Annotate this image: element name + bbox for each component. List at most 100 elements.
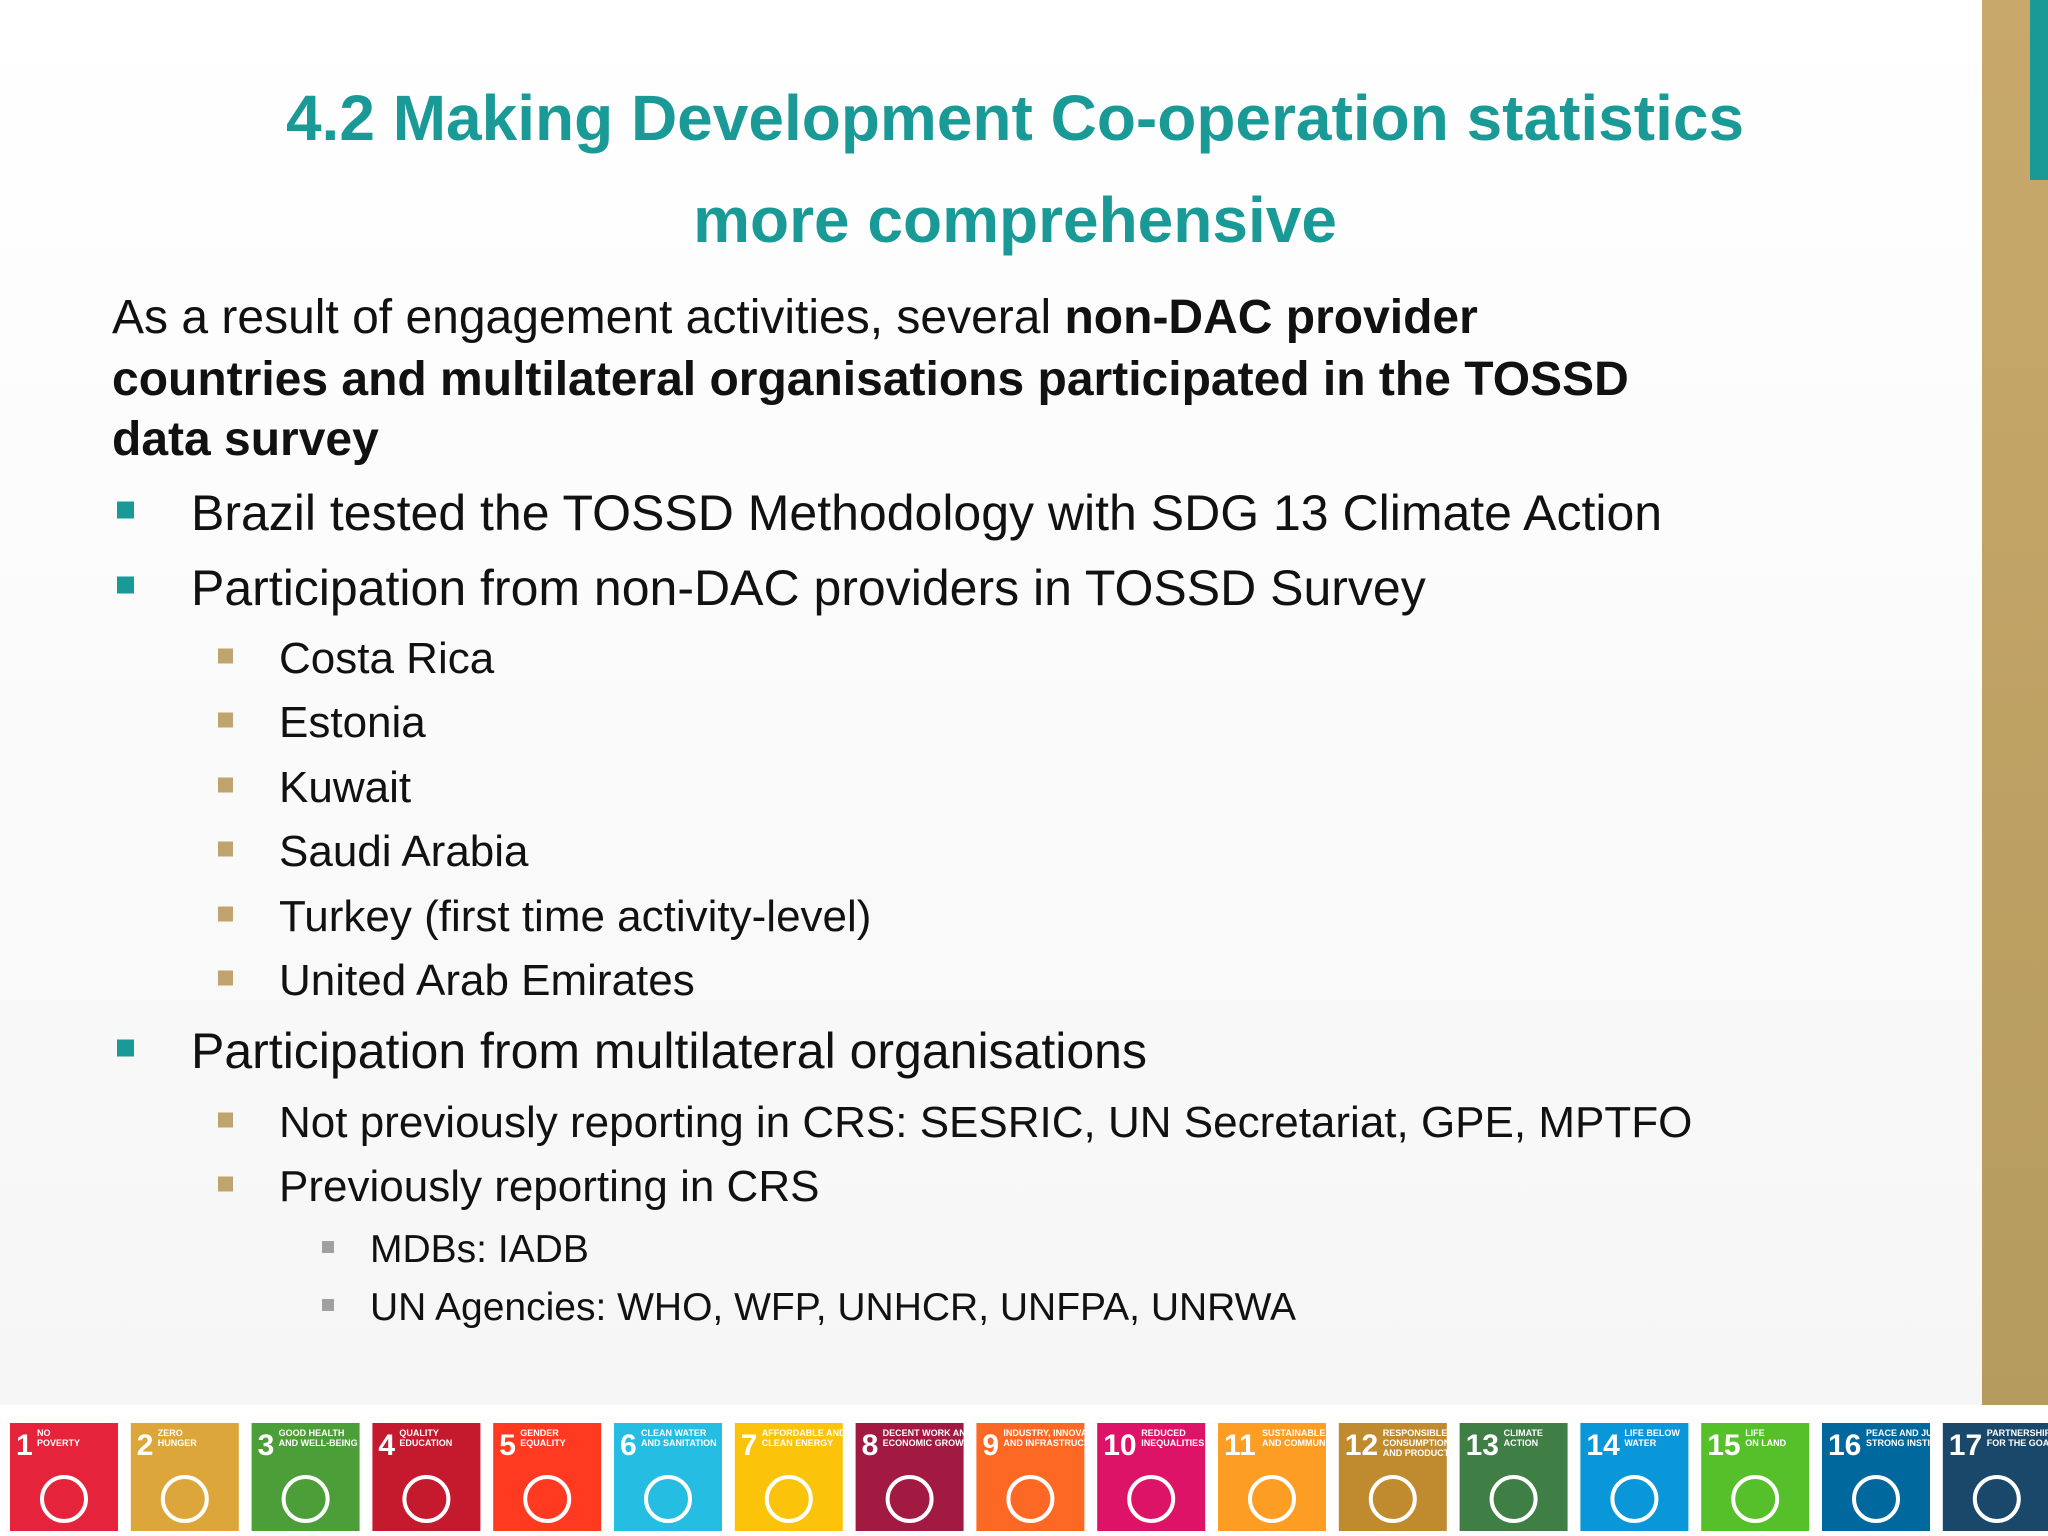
tile-number: 11 (1224, 1429, 1256, 1462)
bullet-marker (117, 501, 134, 519)
tile-label: DECENT WORK AND (883, 1428, 973, 1438)
bullet-marker (218, 1176, 233, 1192)
tile-icon (644, 1475, 692, 1523)
intro-line: countries and multilateral organisations… (112, 353, 1629, 406)
intro-line: data survey (112, 413, 379, 466)
tile-number: 10 (1103, 1429, 1136, 1462)
tile-icon (523, 1475, 572, 1523)
tile-label: REDUCED (1141, 1428, 1186, 1438)
tile-label: AND COMMUNITIES (1262, 1438, 1348, 1448)
tile-label: AND INFRASTRUCTURE (1003, 1438, 1108, 1448)
tile-label: PEACE AND JUSTICE (1866, 1428, 1959, 1438)
bullet-text: Saudi Arabia (279, 827, 529, 876)
bullet-marker (218, 841, 233, 857)
intro-bold: non-DAC provider (1064, 291, 1477, 344)
tile-label: LIFE (1745, 1428, 1765, 1438)
bullet-marker (218, 1112, 233, 1128)
tile-number: 3 (258, 1429, 275, 1462)
tile-label: ACTION (1504, 1438, 1539, 1448)
bullet-text: Previously reporting in CRS (279, 1162, 819, 1211)
tile-number: 1 (16, 1429, 33, 1462)
tile-label: STRONG INSTITUTIONS (1866, 1438, 1970, 1448)
bullet-marker (218, 777, 233, 793)
intro-line: As a result of engagement activities, se… (112, 291, 1478, 344)
bullet-text: Costa Rica (279, 634, 495, 683)
tile-number: 13 (1466, 1429, 1499, 1462)
tile-icon (40, 1475, 88, 1523)
tile-label: HUNGER (158, 1438, 198, 1448)
tile-label: ON LAND (1745, 1438, 1786, 1448)
tile-icon (160, 1475, 209, 1523)
tile-label: AND WELL-BEING (279, 1438, 358, 1448)
tile-label: RESPONSIBLE (1383, 1428, 1448, 1438)
sdg-tile: 17 PARTNERSHIPSFOR THE GOALS (1942, 1423, 2048, 1531)
tile-icon (764, 1475, 813, 1523)
tile-label: EDUCATION (399, 1438, 452, 1448)
title-line: 4.2 Making Development Co-operation stat… (286, 82, 1744, 154)
tile-label: ECONOMIC GROWTH (883, 1438, 976, 1448)
tile-label: PARTNERSHIPS (1987, 1428, 2048, 1438)
tile-icon (1248, 1475, 1296, 1523)
tile-icon (281, 1475, 330, 1523)
tile-label: GENDER (520, 1428, 559, 1438)
bullet-marker (322, 1299, 334, 1311)
tile-number: 8 (862, 1429, 879, 1462)
tile-label: AND SANITATION (641, 1438, 717, 1448)
tile-label: EQUALITY (520, 1438, 566, 1448)
tile-number: 16 (1828, 1429, 1861, 1462)
tile-number: 12 (1345, 1429, 1378, 1462)
tile-number: 15 (1707, 1429, 1740, 1462)
tile-label: INEQUALITIES (1141, 1438, 1204, 1448)
tile-icon (1489, 1475, 1538, 1523)
bullet-marker (218, 970, 233, 986)
tile-label: QUALITY (399, 1428, 439, 1438)
bullet-marker (218, 648, 233, 664)
tile-label: POVERTY (37, 1438, 80, 1448)
bullet-text: Estonia (279, 698, 426, 747)
bullet-text: MDBs: IADB (370, 1228, 589, 1271)
bullet-text: Participation from multilateral organisa… (191, 1023, 1147, 1079)
side-accent (2030, 0, 2048, 180)
bullet-text: Participation from non-DAC providers in … (191, 560, 1426, 616)
tile-label: CLEAN WATER (641, 1428, 707, 1438)
tile-number: 14 (1586, 1429, 1620, 1462)
tile-label: FOR THE GOALS (1987, 1438, 2048, 1448)
tile-label: NO (37, 1428, 51, 1438)
bullet-text: Not previously reporting in CRS: SESRIC,… (279, 1098, 1692, 1147)
tile-icon (885, 1475, 934, 1523)
bullet-marker (218, 712, 233, 728)
tile-number: 4 (378, 1429, 395, 1462)
background (0, 0, 1982, 1405)
intro-bold: countries and multilateral organisations… (112, 353, 1629, 406)
tile-label: AND PRODUCTION (1383, 1448, 1466, 1458)
tile-label: WATER (1624, 1438, 1656, 1448)
intro-text: As a result of engagement activities, se… (112, 291, 1064, 344)
tile-icon (1368, 1475, 1417, 1523)
tile-number: 2 (137, 1429, 154, 1462)
intro-bold: data survey (112, 413, 379, 466)
tile-label: AFFORDABLE AND (762, 1428, 846, 1438)
bullet-marker (117, 1039, 134, 1057)
tile-number: 6 (620, 1429, 637, 1462)
tile-number: 9 (982, 1429, 999, 1462)
bullet-marker (218, 906, 233, 922)
side-stripe (1982, 0, 2048, 1405)
tile-icon (402, 1475, 451, 1523)
bullet-marker (322, 1241, 334, 1253)
tile-number: 7 (741, 1429, 758, 1462)
tile-label: CONSUMPTION (1383, 1438, 1451, 1448)
